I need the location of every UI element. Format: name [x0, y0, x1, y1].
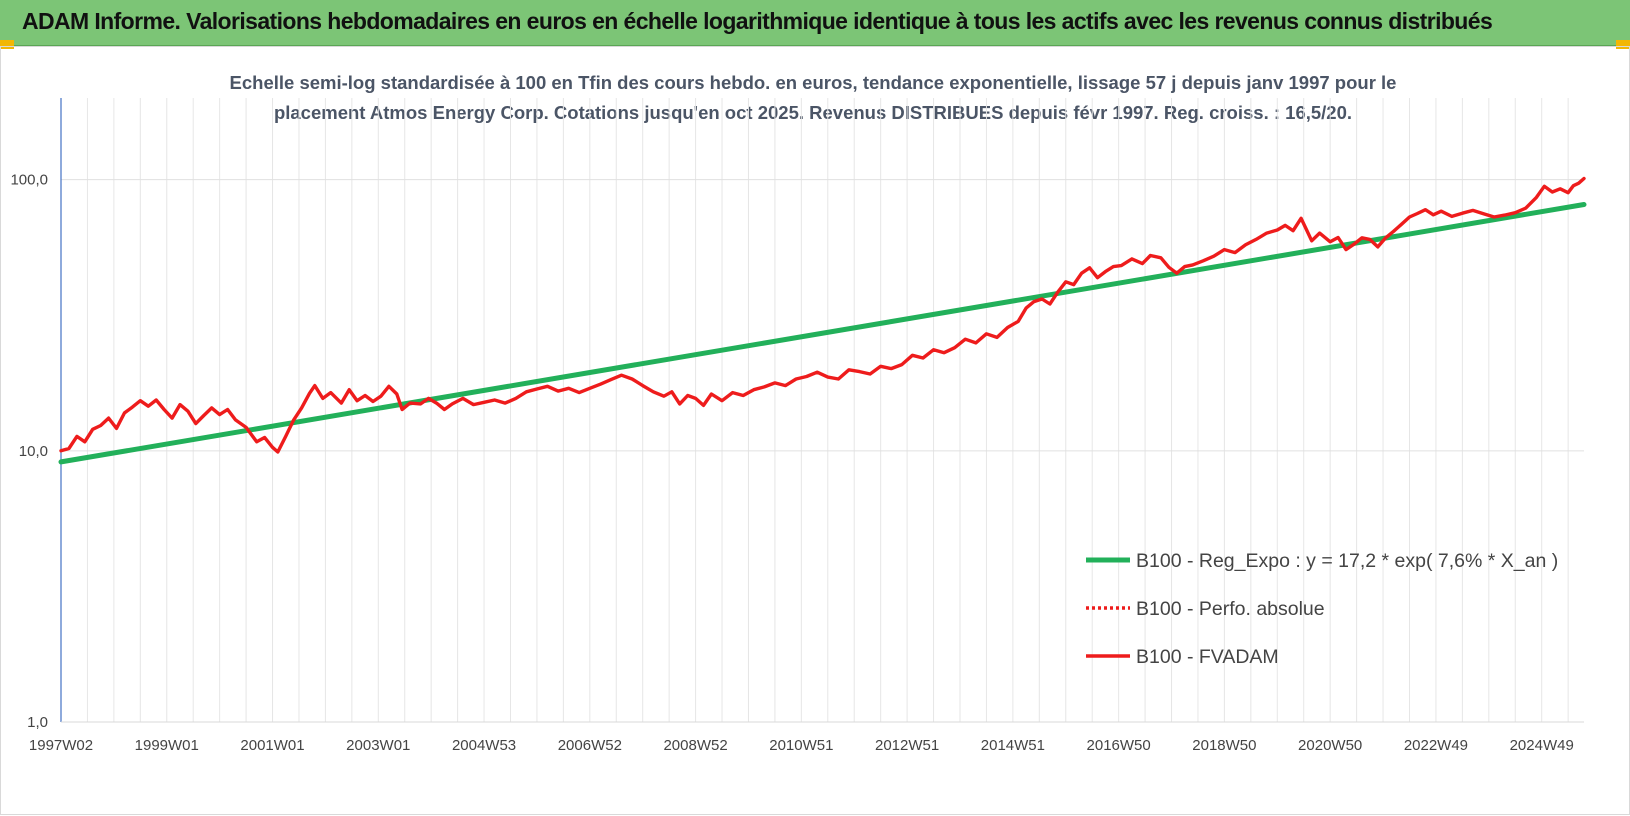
legend-label: B100 - Reg_Expo : y = 17,2 * exp( 7,6% *… — [1136, 550, 1558, 572]
y-tick-label: 1,0 — [27, 714, 48, 731]
series-line-0 — [58, 202, 1587, 465]
x-tick-label: 2014W51 — [981, 737, 1045, 754]
x-tick-label: 2004W53 — [452, 737, 516, 754]
chart-subtitle-line-2: placement Atmos Energy Corp. Cotations j… — [274, 102, 1352, 123]
corner-marker — [1616, 40, 1630, 49]
x-tick-label: 2016W50 — [1087, 737, 1151, 754]
x-tick-label: 2012W51 — [875, 737, 939, 754]
legend-label: B100 - FVADAM — [1136, 646, 1279, 668]
chart-subtitle-line-1: Echelle semi-log standardisée à 100 en T… — [230, 72, 1397, 93]
x-tick-label: 2022W49 — [1404, 737, 1468, 754]
x-tick-label: 2001W01 — [240, 737, 304, 754]
report-title: ADAM Informe. Valorisations hebdomadaire… — [22, 8, 1493, 34]
legend-label: B100 - Perfo. absolue — [1136, 598, 1325, 620]
grid-layer — [61, 98, 1584, 723]
x-tick-label: 2018W50 — [1192, 737, 1256, 754]
y-tick-label: 10,0 — [19, 443, 48, 460]
chart-frame: Echelle semi-log standardisée à 100 en T… — [0, 46, 1630, 815]
x-tick-label: 2003W01 — [346, 737, 410, 754]
y-tick-label: 100,0 — [10, 172, 48, 189]
x-tick-label: 1999W01 — [135, 737, 199, 754]
x-tick-label: 2008W52 — [663, 737, 727, 754]
x-tick-label: 2010W51 — [769, 737, 833, 754]
x-tick-label: 2006W52 — [558, 737, 622, 754]
x-tick-label: 2024W49 — [1510, 737, 1574, 754]
x-tick-label: 2020W50 — [1298, 737, 1362, 754]
series-layer — [58, 176, 1587, 465]
report-banner: ADAM Informe. Valorisations hebdomadaire… — [0, 0, 1630, 46]
axis-layer: 1,0 10,0 100,0 1997W02 1999W01 2001W01 2003W01… — [10, 98, 1584, 754]
series-line-2 — [59, 176, 1586, 454]
legend: B100 - Reg_Expo : y = 17,2 * exp( 7,6% *… — [1086, 550, 1558, 668]
x-tick-label: 1997W02 — [29, 737, 93, 754]
chart-svg: Echelle semi-log standardisée à 100 en T… — [10, 72, 1587, 754]
corner-marker — [0, 40, 14, 49]
